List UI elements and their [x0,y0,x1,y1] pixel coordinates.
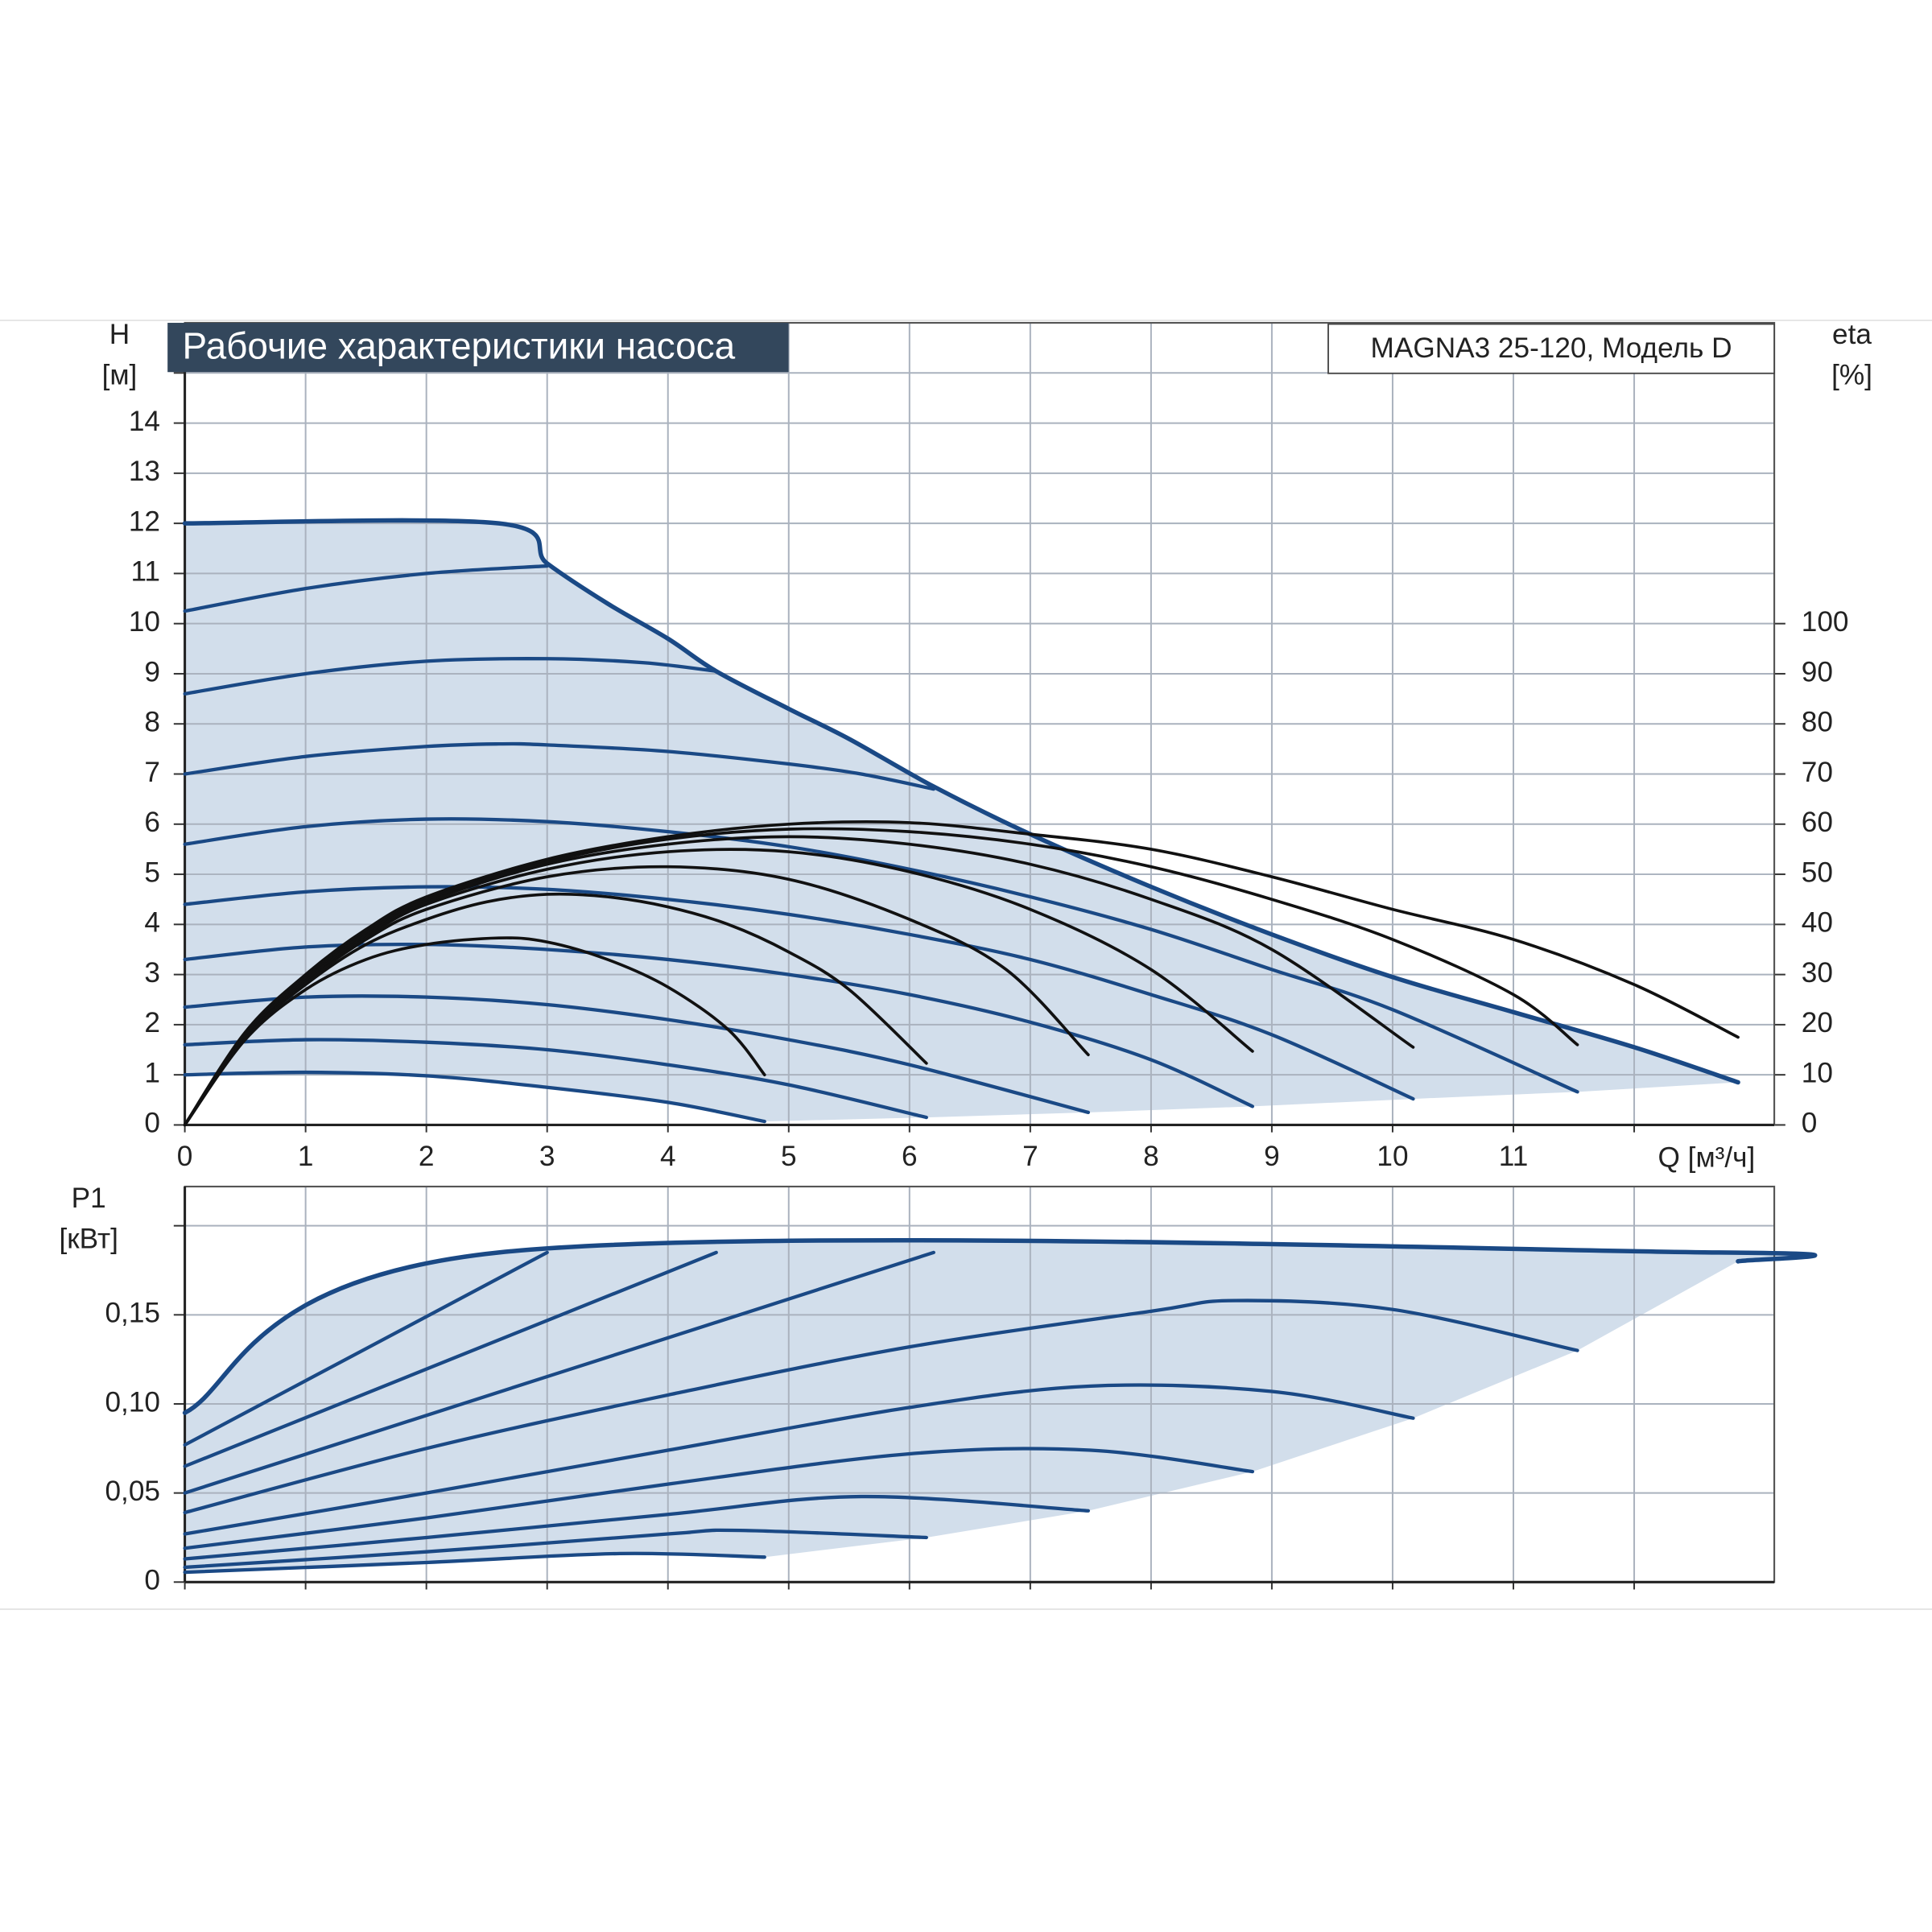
efficiency-curve [183,835,1415,1127]
y2-tick-label: 80 [1802,707,1833,738]
efficiency-curve [183,827,1579,1127]
x-tick-label: 9 [1264,1141,1280,1172]
y2-tick-label: 50 [1802,857,1833,888]
speed-curve [183,1070,766,1124]
speed-curve [183,1447,1255,1550]
x-tick-label: 3 [539,1141,555,1172]
speed-curve [183,564,549,613]
x-axis-label: Q [м³/ч] [1658,1142,1756,1174]
y-tick-label: 6 [144,807,160,838]
y2-tick-label: 70 [1802,757,1833,788]
speed-curve [183,741,935,791]
x-tick-label: 5 [781,1141,797,1172]
y-tick-label: 0,05 [105,1476,160,1507]
model-box [1327,323,1775,374]
y-axis-label: H [109,319,130,350]
efficiency-curve [183,936,766,1127]
x-tick-label: 11 [1499,1141,1529,1172]
x-tick-label: 10 [1377,1141,1408,1172]
y-tick-label: 7 [144,757,160,788]
y-tick-label: 13 [129,456,160,487]
speed-curve [183,1551,766,1575]
model-label: MAGNA3 25-120, Модель D [1371,332,1732,364]
y-tick-label: 12 [129,506,160,537]
speed-curve [183,657,718,696]
efficiency-curve [183,819,1740,1127]
max-curve [182,1237,1818,1415]
y-tick-label: 0,15 [105,1298,160,1329]
speed-curve [183,1250,935,1495]
speed-curve [183,885,1415,1101]
max-curve [182,518,1740,1085]
efficiency-curve [183,892,928,1127]
speed-curve [183,1250,718,1468]
x-tick-label: 4 [660,1141,676,1172]
title-box [167,323,789,373]
plots: 0 1 2 3 4 5 6 7 8 9 10 1101234567891011121314010203… [105,321,1849,1596]
speed-curve [183,1494,1091,1561]
y2-tick-label: 20 [1802,1007,1833,1038]
y2-tick-label: 10 [1802,1057,1833,1088]
speed-curve [183,1038,928,1120]
speed-curve [183,1383,1415,1536]
speed-curve [183,1528,928,1570]
y2-tick-label: 30 [1802,957,1833,989]
x-tick-label: 7 [1022,1141,1038,1172]
x-tick-label: 2 [419,1141,435,1172]
y-tick-label: 0 [144,1108,160,1139]
y2-tick-label: 60 [1802,807,1833,838]
y-tick-label: 0,10 [105,1386,160,1418]
y-axis-label: P1 [72,1183,106,1214]
x-tick-label: 1 [298,1141,314,1172]
speed-curve [183,1250,549,1447]
y-axis-unit: [кВт] [60,1224,118,1255]
y-tick-label: 1 [144,1057,160,1088]
speed-curve [183,1298,1579,1515]
operating-area [184,1240,1815,1573]
y-tick-label: 5 [144,857,160,888]
y-tick-label: 3 [144,957,160,989]
y2-tick-label: 100 [1802,606,1849,638]
y2-tick-label: 0 [1802,1108,1818,1139]
speed-curve [183,994,1091,1115]
y-tick-label: 2 [144,1007,160,1038]
y-tick-label: 14 [129,406,160,437]
x-tick-label: 8 [1143,1141,1159,1172]
y-tick-label: 8 [144,707,160,738]
y-axis-unit: [м] [102,360,138,391]
y2-axis-label: eta [1832,319,1872,350]
speed-curve [183,817,1579,1094]
y-tick-label: 4 [144,907,160,939]
operating-area [184,520,1739,1122]
y2-axis-unit: [%] [1831,360,1872,391]
y-tick-label: 9 [144,656,160,687]
chart-title: Рабочие характеристики насоса [183,324,736,366]
y-tick-label: 10 [129,606,160,638]
y2-tick-label: 40 [1802,907,1833,939]
y-tick-label: 0 [144,1565,160,1596]
x-tick-label: 0 [177,1141,193,1172]
x-tick-label: 6 [902,1141,918,1172]
y-tick-label: 11 [130,556,160,588]
y2-tick-label: 90 [1802,656,1833,687]
